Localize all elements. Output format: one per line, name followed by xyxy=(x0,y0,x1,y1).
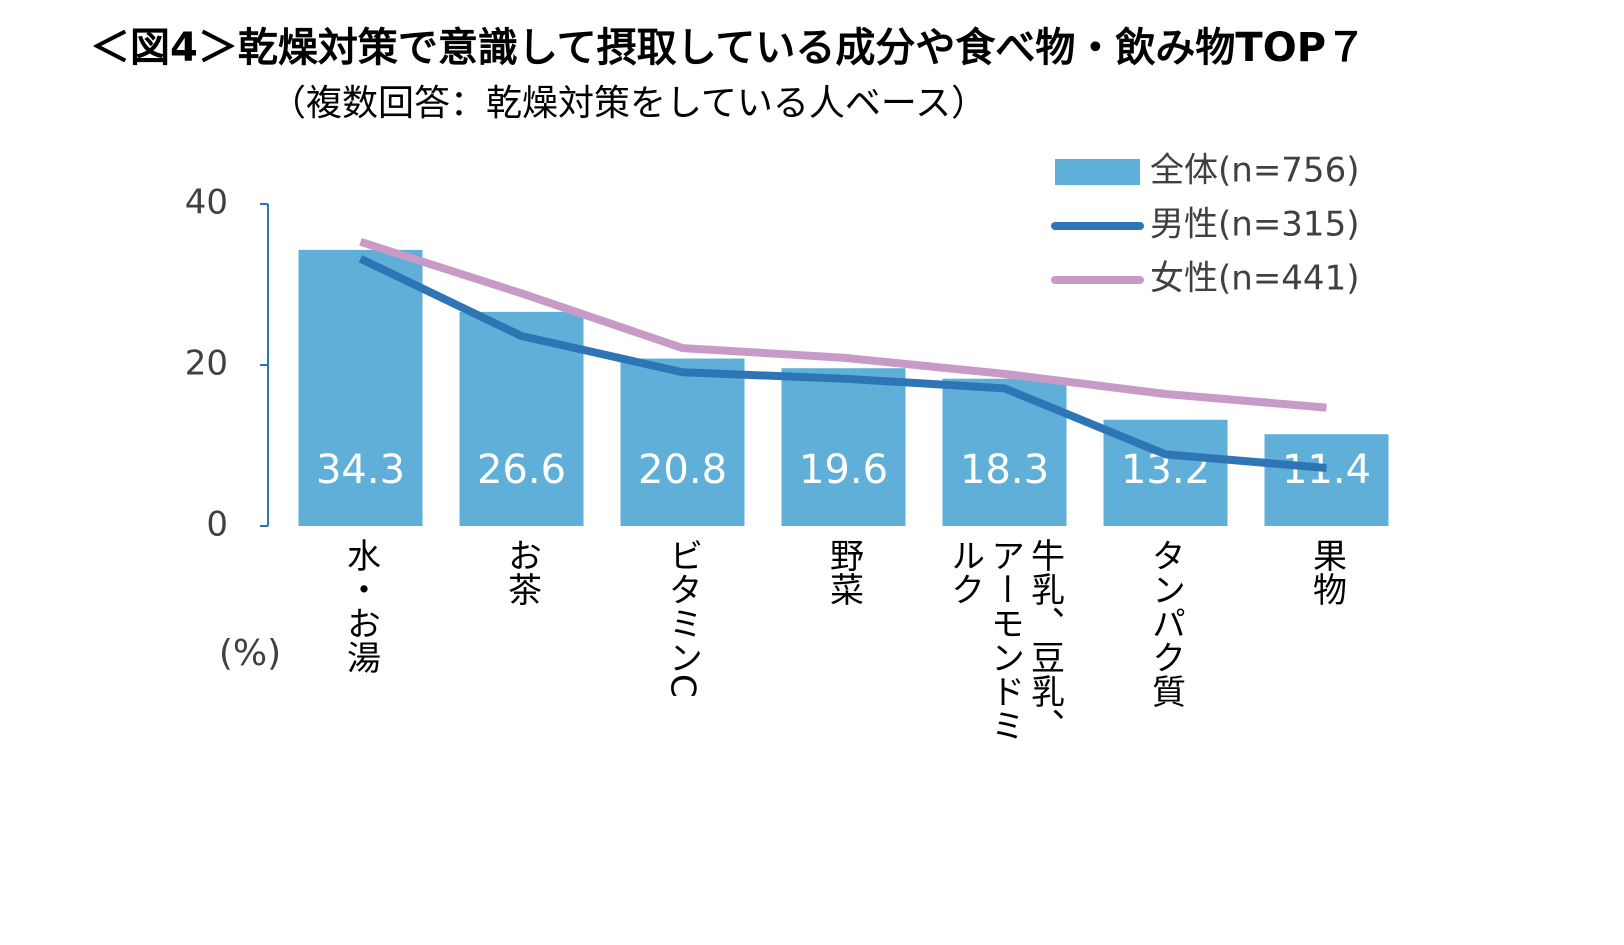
x-tick-label: お茶 xyxy=(501,538,542,606)
line xyxy=(358,255,1327,473)
x-tick-label: 水・お湯 xyxy=(340,538,381,674)
value-label: 26.6 xyxy=(477,447,566,493)
x-tick-label: 果物 xyxy=(1306,538,1347,606)
chart-title: ＜図4＞乾燥対策で意識して摂取している成分や食べ物・飲み物TOP７ xyxy=(90,25,1366,71)
bar xyxy=(781,368,906,526)
legend-label: 男性(n=315) xyxy=(1150,205,1359,245)
chart-subtitle: （複数回答：乾燥対策をしている人ベース） xyxy=(270,83,987,124)
y-tick-label: 20 xyxy=(185,344,228,384)
line xyxy=(359,238,1327,412)
value-label: 19.6 xyxy=(799,447,888,493)
bar xyxy=(1264,434,1389,526)
y-tick-label: 0 xyxy=(206,505,228,545)
bar xyxy=(620,358,745,526)
value-label: 20.8 xyxy=(638,447,727,493)
value-label: 18.3 xyxy=(960,447,1049,493)
bar xyxy=(298,249,423,526)
legend-swatch xyxy=(1055,159,1140,185)
value-label: 34.3 xyxy=(316,447,405,493)
x-tick-label: タンパク質 xyxy=(1145,538,1186,708)
x-tick-label: 牛乳、豆乳、アーモンドミルク xyxy=(944,538,1065,742)
y-axis-label: (%) xyxy=(219,633,281,674)
legend-label: 女性(n=441) xyxy=(1150,259,1359,299)
value-label: 11.4 xyxy=(1282,447,1371,493)
legend-label: 全体(n=756) xyxy=(1150,151,1359,191)
x-tick-label: 野菜 xyxy=(823,538,864,606)
y-tick-label: 40 xyxy=(185,183,228,223)
x-tick-label: ビタミンC xyxy=(662,538,703,698)
